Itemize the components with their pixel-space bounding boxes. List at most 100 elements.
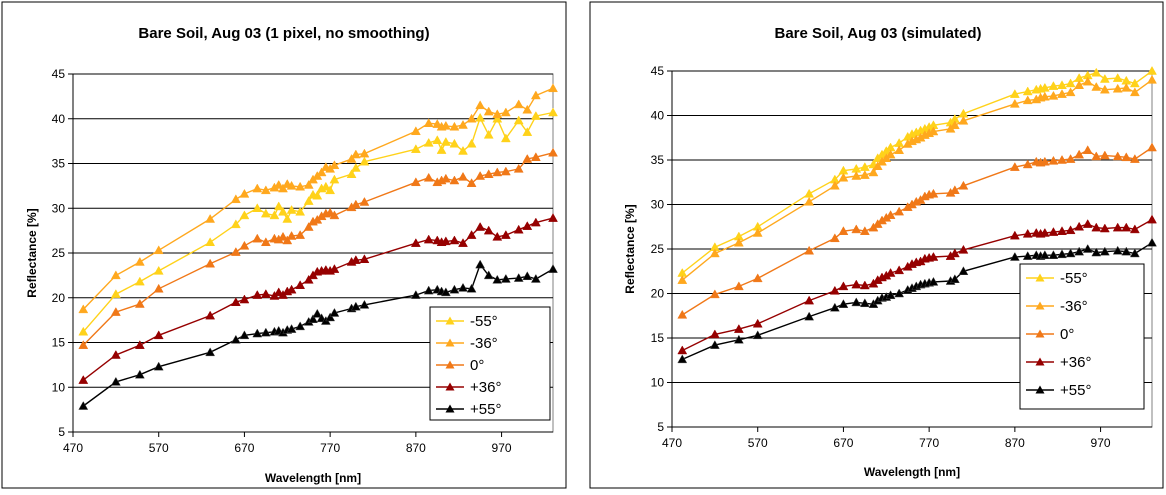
left-x-axis-label: Wavelength [nm]: [265, 471, 361, 485]
data-point: [230, 194, 241, 204]
data-point: [303, 222, 314, 231]
data-point: [851, 297, 862, 307]
data-point: [1147, 142, 1157, 152]
data-point: [350, 149, 361, 159]
left-chart: Bare Soil, Aug 03 (1 pixel, no smoothing…: [1, 1, 567, 489]
right-legend: -55° -36° 0° +36° +55°: [1019, 263, 1145, 410]
data-point: [260, 289, 271, 298]
legend-swatch-marker: [445, 338, 455, 347]
legend-swatch-marker: [1035, 301, 1045, 310]
data-point: [1082, 76, 1093, 86]
data-point: [829, 302, 840, 312]
data-point: [522, 271, 533, 281]
series-1: [78, 83, 558, 314]
data-point: [458, 282, 468, 292]
data-point: [320, 181, 331, 191]
data-point: [458, 145, 468, 155]
data-point: [859, 170, 870, 179]
data-point: [1074, 221, 1085, 231]
data-point: [500, 133, 511, 143]
data-point: [483, 225, 494, 235]
x-tick-label: 470: [662, 436, 682, 450]
data-point: [709, 340, 720, 349]
data-point: [153, 361, 164, 371]
data-point: [239, 210, 250, 220]
data-point: [1048, 81, 1059, 90]
left-x-tick-labels: 470 570 670 770 870 970: [63, 441, 512, 455]
data-point: [440, 120, 451, 130]
data-point: [230, 297, 241, 306]
data-point: [475, 171, 486, 180]
data-point: [286, 284, 297, 294]
data-point: [466, 138, 477, 148]
data-point: [295, 181, 306, 191]
data-point: [359, 254, 370, 264]
right-y-axis-label: Reflectance [%]: [623, 204, 637, 293]
data-point: [273, 201, 284, 211]
data-point: [1057, 89, 1067, 98]
data-point: [295, 230, 306, 239]
data-point: [1129, 224, 1140, 234]
data-point: [286, 230, 297, 240]
series-4: [677, 237, 1157, 364]
y-tick-label: 25: [52, 246, 66, 260]
data-point: [1039, 156, 1050, 166]
data-point: [316, 167, 327, 177]
legend-label: +36°: [1060, 354, 1091, 371]
y-tick-label: 40: [52, 112, 66, 126]
data-point: [752, 318, 763, 328]
data-point: [110, 350, 121, 359]
data-point: [548, 147, 558, 157]
y-tick-label: 45: [52, 67, 66, 81]
data-point: [1048, 90, 1059, 100]
series-0: [78, 107, 558, 336]
legend-swatch-marker: [1035, 273, 1045, 282]
data-point: [1112, 222, 1123, 232]
data-point: [436, 145, 447, 154]
data-point: [239, 330, 250, 340]
data-point: [1082, 145, 1093, 154]
data-point: [804, 245, 815, 255]
data-point: [1057, 226, 1067, 235]
data-point: [410, 238, 421, 247]
data-point: [475, 259, 486, 269]
data-point: [522, 221, 533, 230]
data-point: [522, 104, 533, 114]
data-point: [522, 154, 533, 163]
legend-swatch-marker: [445, 360, 455, 369]
x-tick-label: 870: [406, 441, 426, 455]
data-point: [475, 222, 486, 231]
data-point: [78, 375, 89, 384]
data-point: [410, 177, 421, 187]
data-point: [885, 268, 896, 277]
data-point: [548, 107, 558, 117]
data-point: [1057, 80, 1067, 89]
data-point: [1074, 149, 1085, 159]
data-point: [1099, 74, 1110, 83]
data-point: [709, 289, 720, 299]
data-point: [1009, 252, 1020, 261]
data-point: [78, 340, 89, 349]
y-tick-label: 5: [58, 425, 65, 439]
data-point: [1048, 227, 1059, 236]
data-point: [282, 213, 293, 223]
data-point: [410, 290, 421, 299]
data-point: [958, 266, 969, 275]
data-point: [1022, 95, 1033, 105]
x-tick-label: 770: [919, 436, 939, 450]
data-point: [205, 237, 216, 247]
data-point: [110, 289, 121, 298]
legend-label: -36°: [470, 335, 498, 352]
data-point: [110, 270, 121, 280]
data-point: [1091, 222, 1102, 232]
data-point: [78, 401, 89, 410]
data-point: [440, 173, 451, 183]
data-point: [110, 307, 121, 316]
data-point: [286, 205, 297, 214]
y-tick-label: 30: [52, 201, 66, 215]
data-point: [1065, 225, 1076, 235]
data-point: [894, 265, 905, 275]
data-point: [325, 312, 336, 322]
data-point: [350, 255, 361, 264]
x-tick-label: 570: [149, 441, 169, 455]
